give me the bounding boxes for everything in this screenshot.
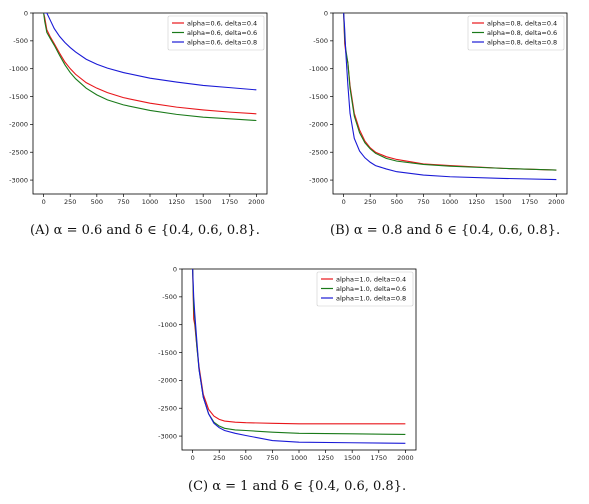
legend-label: alpha=1.0, delta=0.8	[336, 294, 406, 302]
legend: alpha=0.6, delta=0.4 alpha=0.6, delta=0.6…	[167, 15, 265, 51]
x-tick-label: 2000	[248, 198, 265, 206]
y-tick-label: -2500	[9, 149, 28, 157]
x-tick-label: 1000	[291, 454, 308, 462]
caption-b: (B) α = 0.8 and δ ∈ {0.4, 0.6, 0.8}.	[330, 223, 561, 238]
legend-label: alpha=1.0, delta=0.6	[336, 285, 406, 293]
x-tick-label: 2000	[548, 198, 565, 206]
y-tick-label: -500	[313, 37, 328, 45]
x-tick-label: 500	[391, 198, 403, 206]
x-tick-label: 1250	[317, 454, 334, 462]
y-tick-label: 0	[324, 9, 328, 17]
series-line-2	[343, 13, 557, 171]
x-tick-label: 1500	[195, 198, 212, 206]
y-tick-label: -1500	[9, 93, 28, 101]
chart-panel-b: 0 250 500 750 1000 1250 1500 1750 2000 0 -500 -1000…	[309, 9, 568, 206]
y-tick-label: -1000	[309, 65, 328, 73]
legend-label: alpha=0.6, delta=0.4	[187, 19, 257, 27]
x-tick-label: 1750	[370, 454, 387, 462]
y-tick-label: -2000	[9, 121, 28, 129]
x-tick-label: 2000	[397, 454, 414, 462]
chart-panel-a: 0 250 500 750 1000 1250 1500 1750 2000 0 -500 -1000…	[9, 9, 268, 206]
x-tick-label: 750	[417, 198, 429, 206]
x-tick-label: 250	[64, 198, 76, 206]
y-tick-label: -2000	[158, 377, 177, 385]
legend-label: alpha=0.8, delta=0.8	[487, 38, 557, 46]
x-tick-label: 500	[91, 198, 103, 206]
legend: alpha=1.0, delta=0.4 alpha=1.0, delta=0.6…	[316, 271, 414, 307]
x-tick-label: 1250	[468, 198, 485, 206]
y-tick-label: -1500	[309, 93, 328, 101]
x-tick-label: 250	[364, 198, 376, 206]
legend-label: alpha=0.6, delta=0.6	[187, 29, 257, 37]
x-tick-label: 750	[266, 454, 278, 462]
x-tick-label: 1500	[495, 198, 512, 206]
legend-box	[316, 271, 414, 307]
series-line-1	[43, 13, 257, 115]
x-tick-label: 1000	[442, 198, 459, 206]
legend-label: alpha=0.8, delta=0.6	[487, 29, 557, 37]
y-tick-label: 0	[173, 265, 177, 273]
caption-a: (A) α = 0.6 and δ ∈ {0.4, 0.6, 0.8}.	[30, 223, 260, 238]
legend-label: alpha=0.6, delta=0.8	[187, 38, 257, 46]
y-tick-label: -1500	[158, 349, 177, 357]
legend-box	[167, 15, 265, 51]
x-tick-label: 1500	[344, 454, 361, 462]
y-tick-label: -2500	[309, 149, 328, 157]
y-tick-label: -3000	[158, 432, 177, 440]
x-tick-label: 0	[342, 198, 346, 206]
x-tick-label: 1750	[521, 198, 538, 206]
x-tick-label: 750	[117, 198, 129, 206]
y-tick-label: -3000	[309, 176, 328, 184]
legend-label: alpha=0.8, delta=0.4	[487, 19, 557, 27]
y-tick-label: -500	[162, 293, 177, 301]
legend-box	[467, 15, 565, 51]
y-tick-label: -2500	[158, 405, 177, 413]
y-tick-label: -2000	[309, 121, 328, 129]
y-tick-label: -1000	[9, 65, 28, 73]
series-line-3	[43, 13, 257, 91]
x-tick-label: 250	[213, 454, 225, 462]
x-tick-label: 0	[191, 454, 195, 462]
legend: alpha=0.8, delta=0.4 alpha=0.8, delta=0.6…	[467, 15, 565, 51]
x-tick-label: 1250	[168, 198, 185, 206]
x-tick-label: 0	[42, 198, 46, 206]
y-tick-label: -3000	[9, 176, 28, 184]
x-tick-label: 1000	[142, 198, 159, 206]
legend-label: alpha=1.0, delta=0.4	[336, 275, 406, 283]
chart-panel-c: 0 250 500 750 1000 1250 1500 1750 2000 0 -500 -1000…	[158, 265, 417, 462]
y-tick-label: 0	[24, 9, 28, 17]
series-line-3	[343, 13, 557, 181]
series-line-3	[192, 269, 406, 444]
y-tick-label: -500	[13, 37, 28, 45]
caption-c: (C) α = 1 and δ ∈ {0.4, 0.6, 0.8}.	[188, 479, 407, 494]
x-tick-label: 500	[240, 454, 252, 462]
x-tick-label: 1750	[221, 198, 238, 206]
series-line-2	[43, 13, 257, 122]
y-tick-label: -1000	[158, 321, 177, 329]
